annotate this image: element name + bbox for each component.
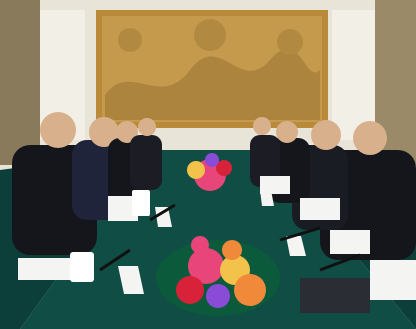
flowers-center — [187, 153, 232, 191]
name-cards — [118, 190, 306, 294]
right-wall-panel — [332, 10, 375, 140]
flowers-front — [156, 236, 280, 316]
table-items — [18, 176, 416, 313]
golden-relief — [102, 16, 322, 122]
left-curtain — [0, 0, 40, 165]
microphones — [99, 203, 361, 272]
relief-texture — [105, 19, 320, 120]
